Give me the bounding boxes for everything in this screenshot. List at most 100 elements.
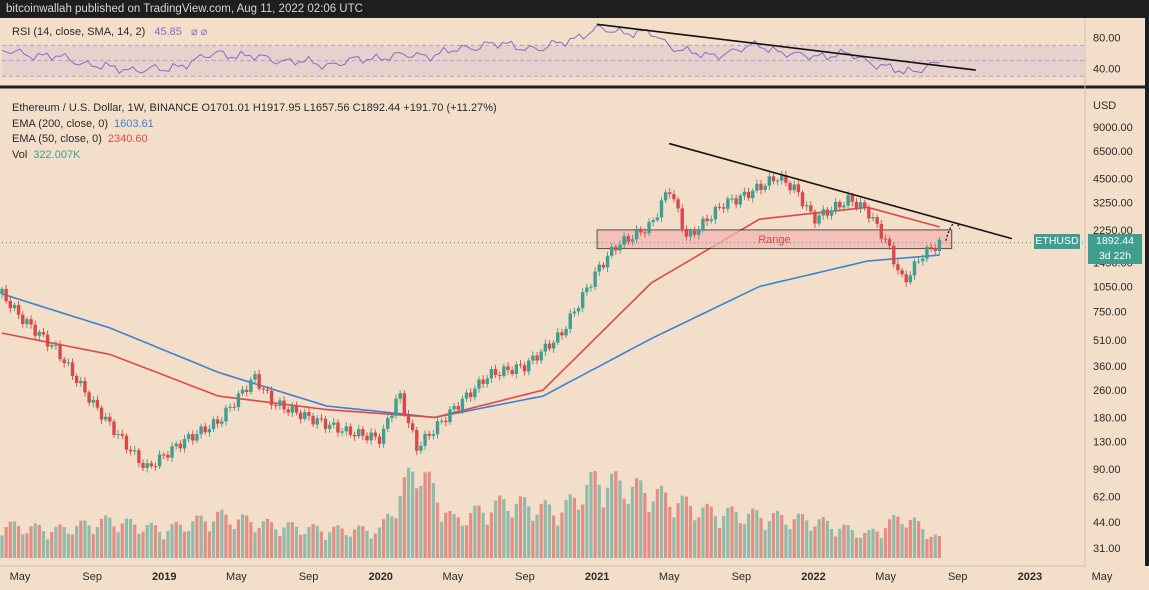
- volume-bar: [560, 512, 564, 558]
- candle-body: [543, 343, 548, 352]
- volume-bar: [290, 522, 294, 558]
- volume-bar: [506, 511, 510, 558]
- volume-bar: [91, 534, 95, 558]
- candle-body: [726, 198, 730, 209]
- publish-header: bitcoinwallah published on TradingView.c…: [0, 0, 1149, 18]
- candle-body: [887, 239, 892, 246]
- candle-body: [116, 434, 120, 436]
- candle-body: [211, 419, 216, 430]
- volume-bar: [626, 504, 630, 558]
- price-tick-label-13: 90.00: [1093, 464, 1121, 476]
- candle-body: [74, 375, 79, 384]
- candle-body: [556, 332, 560, 343]
- candle-body: [352, 434, 357, 437]
- candle-body: [58, 344, 62, 360]
- volume-bar: [668, 506, 672, 558]
- candle-body: [833, 201, 838, 211]
- symbol-tag[interactable]: ETHUSD: [1034, 234, 1080, 249]
- candle-body: [245, 389, 249, 393]
- volume-bar: [4, 526, 8, 558]
- volume-bar: [464, 525, 469, 558]
- volume-bar: [672, 517, 676, 558]
- volume-bar: [265, 518, 270, 558]
- ema50-value: 2340.60: [107, 133, 148, 145]
- candle-body: [427, 433, 431, 436]
- candle-body: [464, 392, 469, 399]
- last-price-tag: 1892.44 3d 22h: [1088, 234, 1142, 264]
- volume-bar: [232, 529, 236, 558]
- volume-bar: [195, 515, 199, 558]
- candle-body: [99, 407, 104, 420]
- volume-bar: [589, 472, 593, 558]
- candle-body: [87, 392, 91, 403]
- price-tick-label-15: 44.00: [1093, 517, 1121, 529]
- volume-bar: [311, 524, 315, 558]
- candle-body: [730, 198, 734, 200]
- candle-body: [195, 434, 199, 441]
- time-tick-label-7: Sep: [515, 571, 535, 583]
- candle-body: [356, 429, 361, 437]
- candle-body: [435, 421, 440, 435]
- candle-body: [83, 380, 87, 393]
- volume-bar: [738, 523, 742, 558]
- candle-body: [70, 362, 75, 376]
- volume-label: Vol: [12, 148, 28, 161]
- volume-bar: [365, 530, 369, 558]
- volume-bar: [361, 526, 365, 558]
- time-tick-label-6: May: [442, 571, 463, 583]
- candle-body: [705, 218, 709, 222]
- volume-bar: [133, 524, 137, 558]
- volume-bar: [473, 505, 477, 558]
- candle-body: [771, 176, 776, 182]
- candle-body: [493, 369, 498, 376]
- candle-body: [510, 370, 514, 375]
- time-tick-label-10: Sep: [732, 571, 752, 583]
- tradingview-chart[interactable]: Range 80.00 40.00 9000.00 6500.00 4500.00 325…: [0, 18, 1149, 590]
- rsi-legend-value: 45.85: [154, 26, 182, 38]
- volume-bar: [547, 504, 552, 558]
- candle-body: [456, 406, 460, 410]
- ema200-value: 1603.61: [114, 117, 154, 130]
- volume-bar: [166, 530, 170, 558]
- candle-body: [228, 406, 232, 408]
- volume-bar: [688, 505, 693, 558]
- candle-body: [564, 328, 568, 336]
- volume-bar: [452, 514, 456, 558]
- price-tick-label-8: 510.00: [1093, 335, 1127, 347]
- candle-body: [593, 271, 597, 287]
- candle-body: [821, 209, 825, 216]
- volume-bar: [605, 487, 610, 558]
- candle-body: [879, 223, 884, 239]
- volume-bar: [224, 514, 228, 558]
- candle-body: [332, 422, 336, 425]
- volume-bar: [116, 532, 120, 558]
- volume-bar: [37, 525, 41, 558]
- candle-body: [738, 195, 742, 205]
- candle-body: [800, 192, 805, 207]
- volume-bar: [228, 524, 232, 558]
- volume-bar: [514, 503, 518, 558]
- candle-body: [643, 232, 647, 234]
- candle-body: [809, 205, 813, 212]
- volume-bar: [406, 467, 411, 558]
- candle-body: [709, 219, 713, 222]
- volume-bar: [755, 510, 759, 558]
- volume-bar: [585, 484, 589, 558]
- candle-body: [37, 332, 42, 336]
- rsi-legend-extra: ⌀ ⌀: [190, 26, 208, 38]
- candle-body: [444, 420, 448, 423]
- volume-bar: [717, 528, 722, 558]
- time-tick-label-3: May: [226, 571, 247, 583]
- volume-bar: [900, 524, 904, 558]
- candle-body: [79, 380, 83, 384]
- volume-bar: [344, 535, 348, 558]
- volume-bar: [759, 518, 763, 558]
- candle-body: [153, 466, 158, 468]
- volume-bar: [162, 539, 166, 558]
- candle-body: [863, 202, 867, 209]
- candle-body: [373, 432, 377, 437]
- candle-body: [892, 245, 896, 265]
- volume-bar: [763, 529, 767, 558]
- volume-bar: [510, 517, 514, 558]
- candle-body: [361, 429, 365, 436]
